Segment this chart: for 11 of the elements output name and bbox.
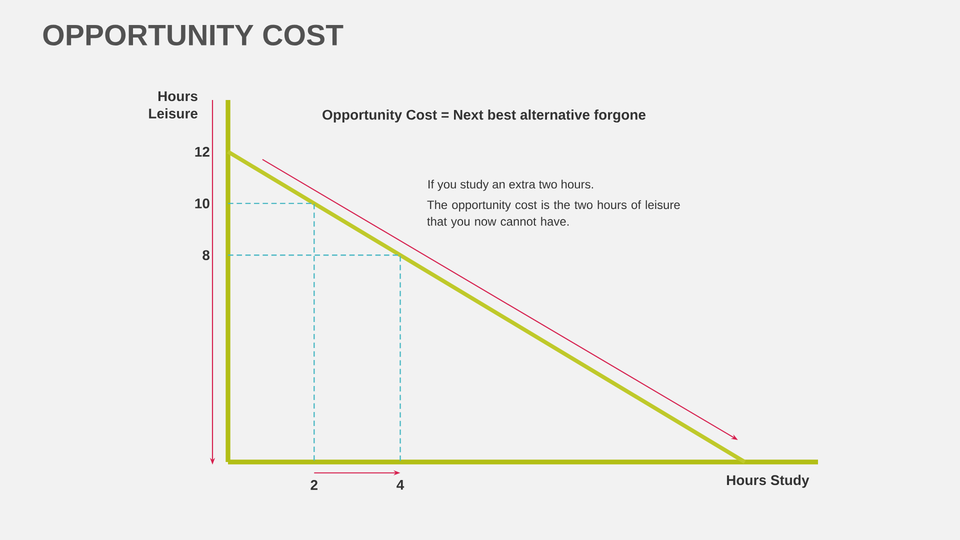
y-tick-label: 12 bbox=[195, 146, 210, 157]
annotation: Opportunity Cost = Next best alternative forgone bbox=[322, 109, 646, 123]
x-axis-title: Hours Study bbox=[727, 474, 810, 488]
y-axis-title: Hours Leisure bbox=[149, 91, 198, 118]
y-tick-label: 8 bbox=[202, 250, 210, 260]
annotation: The opportunity cost is the two hours of leisure that you now cannot have. bbox=[427, 200, 680, 228]
x-tick-label: 2 bbox=[310, 480, 318, 490]
x-tick-label: 4 bbox=[396, 480, 404, 490]
chart-title: OPPORTUNITY COST bbox=[43, 24, 344, 46]
y-tick-label: 10 bbox=[195, 198, 210, 208]
annotation: If you study an extra two hours. bbox=[428, 180, 594, 191]
